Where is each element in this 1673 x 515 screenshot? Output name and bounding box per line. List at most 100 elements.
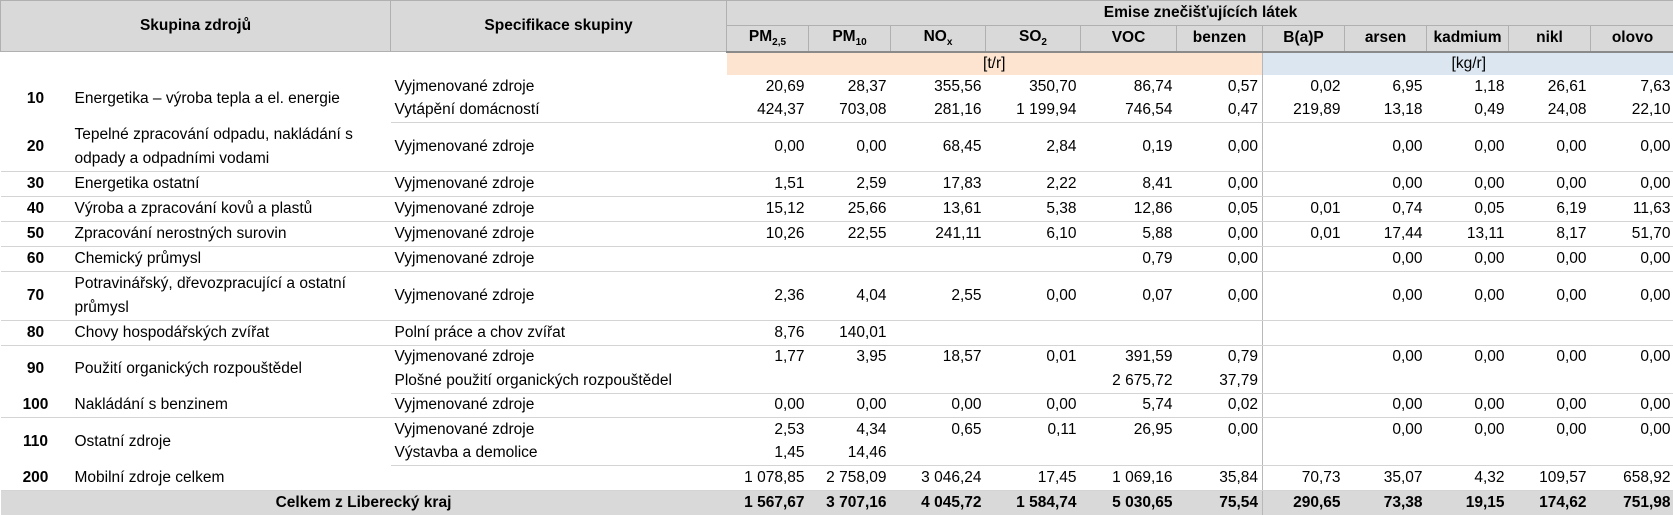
value-cell: 0,00 xyxy=(1427,246,1509,271)
group-spec: Plošné použití organických rozpouštědel xyxy=(391,369,727,393)
group-name: Chemický průmysl xyxy=(71,246,391,271)
value-cell: 1,51 xyxy=(727,171,809,196)
group-spec: Vyjmenované zdroje xyxy=(391,393,727,418)
value-cell: 0,00 xyxy=(1177,418,1263,442)
value-cell: 13,18 xyxy=(1345,99,1427,123)
value-cell: 1,45 xyxy=(727,442,809,466)
value-cell: 6,95 xyxy=(1345,75,1427,99)
value-cell: 86,74 xyxy=(1081,75,1177,99)
value-cell: 350,70 xyxy=(986,75,1081,99)
value-cell xyxy=(1591,369,1673,393)
value-cell: 68,45 xyxy=(891,123,986,172)
group-code: 40 xyxy=(1,196,71,221)
value-cell: 0,00 xyxy=(1427,271,1509,320)
value-cell: 2,84 xyxy=(986,123,1081,172)
value-cell: 0,00 xyxy=(1591,393,1673,418)
value-cell: 391,59 xyxy=(1081,345,1177,369)
value-cell: 109,57 xyxy=(1509,466,1591,491)
value-cell: 70,73 xyxy=(1263,466,1345,491)
value-cell: 10,26 xyxy=(727,221,809,246)
value-cell: 0,00 xyxy=(1427,171,1509,196)
value-cell: 0,00 xyxy=(1509,271,1591,320)
pollutant-header: olovo xyxy=(1591,26,1673,52)
value-cell xyxy=(1081,320,1177,345)
value-cell xyxy=(891,246,986,271)
value-cell: 0,57 xyxy=(1177,75,1263,99)
value-cell xyxy=(1263,418,1345,442)
value-cell: 0,01 xyxy=(1263,221,1345,246)
value-cell: 0,65 xyxy=(891,418,986,442)
value-cell xyxy=(986,442,1081,466)
pollutant-header: nikl xyxy=(1509,26,1591,52)
pollutant-header: SO2 xyxy=(986,26,1081,52)
value-cell xyxy=(1509,369,1591,393)
value-cell xyxy=(1263,345,1345,369)
total-value: 75,54 xyxy=(1177,490,1263,515)
value-cell: 24,08 xyxy=(1509,99,1591,123)
value-cell: 0,00 xyxy=(1177,123,1263,172)
emissions-title: Emise znečišťujících látek xyxy=(727,1,1673,26)
value-cell: 25,66 xyxy=(809,196,891,221)
value-cell: 0,00 xyxy=(1591,271,1673,320)
total-value: 3 707,16 xyxy=(809,490,891,515)
pollutant-name: B(a)P xyxy=(1283,29,1323,46)
value-cell: 0,00 xyxy=(891,393,986,418)
value-cell: 0,00 xyxy=(1345,418,1427,442)
value-cell: 0,02 xyxy=(1263,75,1345,99)
pollutant-header: PM10 xyxy=(809,26,891,52)
value-cell: 37,79 xyxy=(1177,369,1263,393)
group-code: 90 xyxy=(1,345,71,393)
value-cell xyxy=(1345,369,1427,393)
value-cell: 0,00 xyxy=(1509,246,1591,271)
value-cell: 22,55 xyxy=(809,221,891,246)
value-cell: 35,84 xyxy=(1177,466,1263,491)
pollutant-name: nikl xyxy=(1536,29,1563,46)
value-cell: 12,86 xyxy=(1081,196,1177,221)
column-header-group: Skupina zdrojů xyxy=(1,1,391,52)
value-cell: 26,95 xyxy=(1081,418,1177,442)
value-cell xyxy=(1263,320,1345,345)
units-blank xyxy=(1,52,727,75)
value-cell: 0,07 xyxy=(1081,271,1177,320)
group-name: Chovy hospodářských zvířat xyxy=(71,320,391,345)
value-cell: 281,16 xyxy=(891,99,986,123)
value-cell: 0,00 xyxy=(1591,418,1673,442)
value-cell xyxy=(1263,369,1345,393)
value-cell: 22,10 xyxy=(1591,99,1673,123)
value-cell: 0,00 xyxy=(1591,345,1673,369)
value-cell xyxy=(1263,393,1345,418)
value-cell: 241,11 xyxy=(891,221,986,246)
value-cell: 0,05 xyxy=(1427,196,1509,221)
value-cell xyxy=(1263,271,1345,320)
value-cell: 140,01 xyxy=(809,320,891,345)
group-code: 60 xyxy=(1,246,71,271)
total-value: 290,65 xyxy=(1263,490,1345,515)
value-cell: 658,92 xyxy=(1591,466,1673,491)
value-cell: 2,53 xyxy=(727,418,809,442)
value-cell: 0,00 xyxy=(1509,345,1591,369)
value-cell xyxy=(1263,171,1345,196)
group-name: Mobilní zdroje celkem xyxy=(71,466,391,491)
value-cell: 5,38 xyxy=(986,196,1081,221)
pollutant-name: olovo xyxy=(1612,29,1653,46)
value-cell xyxy=(891,442,986,466)
total-value: 751,98 xyxy=(1591,490,1673,515)
value-cell xyxy=(891,369,986,393)
pollutant-header: benzen xyxy=(1177,26,1263,52)
group-spec: Vyjmenované zdroje xyxy=(391,345,727,369)
pollutant-name: benzen xyxy=(1193,29,1246,46)
value-cell xyxy=(1263,442,1345,466)
value-cell: 0,00 xyxy=(1345,393,1427,418)
pollutant-name: PM xyxy=(749,28,772,45)
unit-kilograms: [kg/r] xyxy=(1263,52,1673,75)
pollutant-subscript: 2 xyxy=(1041,37,1047,48)
value-cell: 8,17 xyxy=(1509,221,1591,246)
